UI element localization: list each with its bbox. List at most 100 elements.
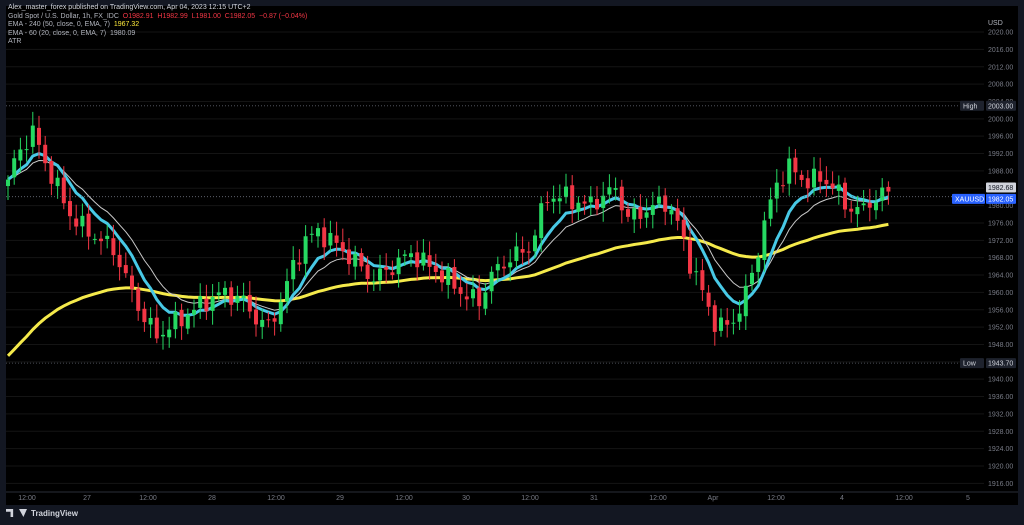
price-tick-label: 1976.00 <box>988 220 1013 227</box>
last-price-tag-text: 1982.68 <box>988 185 1013 192</box>
price-tick-label: 1956.00 <box>988 307 1013 314</box>
candle-body <box>328 232 333 246</box>
candle-body <box>440 270 444 283</box>
candle-body <box>235 295 240 303</box>
ema60-legend[interactable]: EMA - 60 (20, close, 0, EMA, 7) 1980.09 <box>8 30 307 39</box>
high-price-tag-text: 2003.00 <box>988 103 1013 110</box>
time-tick-label: 12:00 <box>521 495 539 502</box>
price-tick-label: 2008.00 <box>988 82 1013 89</box>
time-tick-label: 12:00 <box>895 495 913 502</box>
candle-body <box>154 317 159 339</box>
candle-body <box>477 287 482 307</box>
candle-body <box>427 255 432 267</box>
candles-layer <box>6 111 891 350</box>
ema240-legend[interactable]: EMA - 240 (50, close, 0, EMA, 7) 1967.32 <box>8 21 307 30</box>
price-tick-label: 1928.00 <box>988 429 1013 436</box>
candle-body <box>855 207 860 215</box>
candle-body <box>818 171 823 182</box>
price-tick-label: 1936.00 <box>988 394 1013 401</box>
candle-body <box>607 187 612 195</box>
candle-body <box>595 198 599 210</box>
high-label-tag: High <box>960 100 984 111</box>
chart-pane[interactable] <box>6 6 1018 505</box>
candle-body <box>793 157 798 173</box>
high-low-lines <box>6 105 984 364</box>
candle-body <box>384 266 389 270</box>
candle-body <box>564 186 568 198</box>
candle-body <box>601 195 606 209</box>
candle-body <box>743 285 748 317</box>
candle-body <box>378 268 382 281</box>
candle-body <box>105 235 110 240</box>
candle-body <box>136 288 141 311</box>
candle-body <box>254 309 258 325</box>
candle-body <box>824 179 829 185</box>
price-tick-label: 1972.00 <box>988 238 1013 245</box>
candle-body <box>49 160 54 184</box>
candle-body <box>557 198 562 202</box>
ema240-value: 1967.32 <box>113 21 140 28</box>
candle-body <box>874 202 878 211</box>
candle-body <box>92 238 97 240</box>
candle-body <box>675 208 680 221</box>
price-tick-label: 2020.00 <box>988 30 1013 37</box>
candle-body <box>433 265 438 272</box>
candle-body <box>719 317 723 331</box>
candle-body <box>737 313 742 322</box>
candle-body <box>117 254 122 268</box>
candle-body <box>99 238 103 242</box>
candle-body <box>731 322 736 324</box>
tradingview-logo[interactable]: TradingView <box>6 509 78 518</box>
candle-body <box>353 253 358 267</box>
candle-body <box>291 260 296 280</box>
candle-body <box>303 236 308 264</box>
high-label-tag-text: High <box>963 103 978 110</box>
time-tick-label: 27 <box>83 495 91 502</box>
candle-body <box>55 177 60 187</box>
candle-body <box>179 309 184 327</box>
candle-body <box>223 287 227 295</box>
candle-body <box>80 215 85 227</box>
ohlc-open: O1982.91 <box>122 12 154 20</box>
price-tick-label: 1968.00 <box>988 255 1013 262</box>
current-price-tag-bg <box>986 193 1016 204</box>
symbol-tag-bg <box>952 193 985 204</box>
candle-body <box>285 281 289 302</box>
candle-body <box>613 188 618 190</box>
candle-body <box>514 246 519 261</box>
candle-body <box>37 127 41 145</box>
candle-body <box>861 203 866 206</box>
candle-body <box>626 209 630 217</box>
high-price-tag: 2003.00 <box>986 100 1016 111</box>
candle-body <box>502 266 506 269</box>
last-price-tag: 1982.68 <box>986 182 1016 193</box>
candle-body <box>229 287 234 305</box>
candle-body <box>663 195 668 212</box>
price-tick-label: 1952.00 <box>988 325 1013 332</box>
ohlc-close: C1982.05 <box>224 12 256 20</box>
candle-body <box>694 271 699 273</box>
current-price-tag-text: 1982.05 <box>988 196 1013 203</box>
candle-body <box>390 272 395 276</box>
candle-body <box>638 206 643 219</box>
price-tick-label: 1980.00 <box>988 203 1013 210</box>
low-label-tag-text: Low <box>963 361 977 368</box>
low-price-tag: 1943.70 <box>986 358 1016 369</box>
candle-body <box>365 264 370 279</box>
candle-body <box>452 267 457 289</box>
candle-body <box>266 319 271 321</box>
price-tick-label: 1988.00 <box>988 168 1013 175</box>
candle-body <box>812 168 816 188</box>
candle-body <box>43 144 48 164</box>
candle-body <box>657 196 661 204</box>
candle-body <box>681 219 686 238</box>
candle-body <box>644 212 649 218</box>
candle-body <box>247 294 252 312</box>
atr-legend[interactable]: ATR <box>8 38 22 45</box>
candle-body <box>471 289 475 299</box>
price-tick-label: 1992.00 <box>988 151 1013 158</box>
price-tick-label: 1960.00 <box>988 290 1013 297</box>
candle-body <box>843 182 847 210</box>
candle-body <box>756 257 761 272</box>
